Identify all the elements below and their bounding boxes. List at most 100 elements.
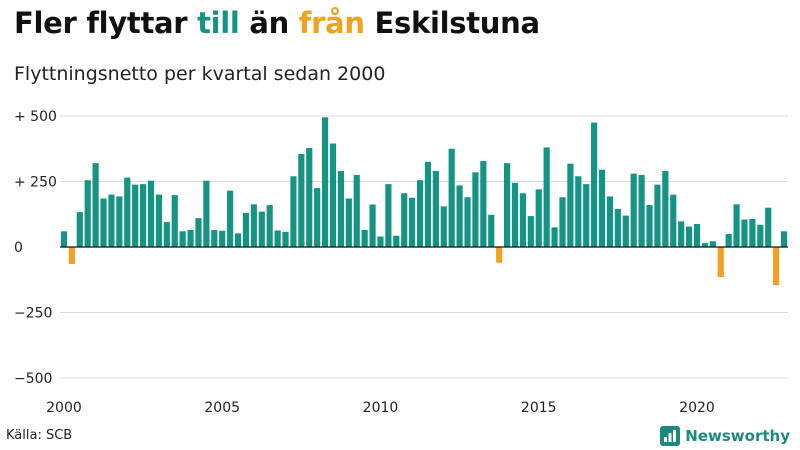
y-tick-label: 0 (14, 240, 23, 256)
bar (314, 188, 321, 247)
bar (456, 185, 463, 247)
bar (646, 205, 653, 247)
bar (496, 247, 503, 263)
bar (68, 247, 75, 265)
bar (583, 184, 590, 247)
chart-title: Fler flyttar till än från Eskilstuna (14, 6, 540, 40)
bar (84, 180, 91, 247)
bar (709, 241, 716, 247)
source-note: Källa: SCB (6, 428, 73, 443)
bar (614, 209, 621, 247)
bar (765, 207, 772, 247)
title-word-fran: från (298, 6, 365, 40)
bar (306, 147, 313, 247)
bar (385, 184, 392, 247)
bar (519, 193, 526, 247)
bar (92, 163, 99, 247)
bar (274, 230, 281, 247)
y-tick-label: −500 (14, 371, 52, 387)
bar (424, 161, 432, 247)
bar (638, 174, 645, 247)
bar (780, 231, 788, 247)
bar (124, 177, 131, 247)
bar (250, 204, 257, 247)
bar (504, 163, 511, 247)
bar (242, 212, 250, 247)
bar (535, 189, 542, 247)
chart-subtitle: Flyttningsnetto per kvartal sedan 2000 (14, 63, 386, 85)
y-tick-label: + 250 (14, 175, 57, 191)
title-part-after: Eskilstuna (364, 6, 541, 40)
bar (116, 196, 123, 247)
bar (282, 231, 289, 247)
bar (488, 214, 495, 247)
bar (717, 247, 724, 278)
bar (76, 212, 83, 247)
bar (757, 224, 764, 247)
bar-chart-icon (660, 426, 681, 446)
bar (472, 172, 479, 247)
bar (527, 216, 534, 247)
bar (369, 204, 376, 247)
brand-logo: Newsworthy (660, 426, 790, 446)
bar (329, 143, 337, 247)
bar (606, 196, 614, 247)
bar (543, 147, 550, 247)
bar (290, 176, 297, 247)
bar (211, 229, 218, 247)
bar (140, 184, 147, 247)
bar (219, 230, 226, 247)
bar (147, 180, 155, 247)
bar (575, 176, 582, 247)
bar (401, 193, 408, 247)
bar (187, 229, 194, 247)
bar (678, 221, 685, 247)
bar (132, 184, 139, 247)
bar (337, 171, 344, 247)
bar (733, 204, 740, 247)
bar (100, 198, 107, 247)
bar (377, 236, 384, 247)
bar (416, 180, 424, 247)
bar (258, 211, 265, 247)
bar (432, 171, 439, 247)
bar (179, 231, 186, 247)
bar (773, 247, 780, 285)
bar (741, 219, 748, 247)
bar (725, 233, 732, 247)
y-tick-label: + 500 (14, 109, 57, 125)
bar (654, 184, 661, 247)
bar (662, 171, 669, 247)
brand-name: Newsworthy (685, 427, 790, 445)
bar (171, 195, 178, 247)
bar (630, 173, 637, 247)
bar (195, 218, 202, 247)
x-tick-label: 2015 (521, 400, 557, 416)
bar (701, 243, 708, 247)
title-word-till: till (197, 6, 240, 40)
bar (567, 163, 574, 247)
bar (670, 194, 677, 247)
bar (227, 190, 234, 247)
bar (591, 122, 598, 247)
bar (203, 180, 210, 247)
bar (361, 229, 368, 247)
bar (345, 198, 352, 247)
bar (234, 233, 242, 247)
bar (448, 148, 455, 247)
bar (511, 182, 519, 247)
bar (559, 197, 566, 247)
bar (480, 161, 487, 247)
title-part-before: Fler flyttar (14, 6, 198, 40)
bar (749, 218, 756, 247)
bar (155, 194, 162, 247)
bar (322, 117, 329, 247)
x-tick-label: 2010 (363, 400, 399, 416)
x-tick-label: 2005 (204, 400, 240, 416)
x-tick-label: 2020 (679, 400, 715, 416)
bar (551, 227, 558, 247)
bar (163, 222, 170, 247)
bar-chart: + 500 + 250 0 −250 −500 2000 2005 2010 2015 2020 (14, 109, 788, 416)
bar (298, 153, 305, 247)
bar (60, 231, 68, 247)
